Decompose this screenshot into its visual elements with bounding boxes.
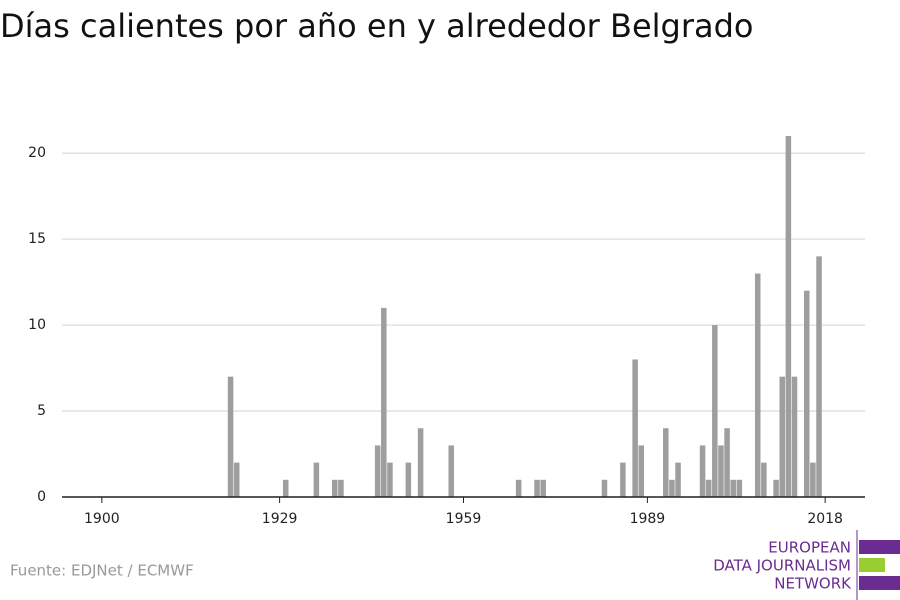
bar	[810, 462, 816, 497]
source: Fuente: EDJNet / ECMWF	[10, 562, 194, 580]
bar	[638, 445, 645, 497]
bar	[724, 428, 730, 497]
bar	[387, 462, 393, 497]
logo-bar	[859, 576, 900, 590]
bar	[632, 359, 638, 497]
x-tick-label: 1959	[446, 511, 482, 527]
bar	[779, 376, 786, 497]
logo: EUROPEAN DATA JOURNALISM NETWORK	[713, 530, 900, 600]
bar	[417, 428, 424, 497]
bar	[754, 273, 761, 497]
logo-text: EUROPEAN	[768, 539, 851, 557]
bar	[730, 479, 736, 497]
bar	[705, 479, 712, 497]
bar	[620, 462, 626, 497]
bar	[785, 136, 792, 497]
bar	[816, 256, 822, 497]
bar	[736, 479, 743, 497]
bar	[540, 479, 546, 497]
x-tick-label: 1900	[84, 511, 120, 527]
x-tick-label: 2018	[807, 511, 843, 527]
bar	[405, 462, 412, 497]
logo-bar	[859, 558, 885, 572]
logo-bar	[859, 540, 900, 554]
y-tick-label: 5	[37, 403, 46, 419]
bar	[534, 479, 540, 497]
bar	[227, 376, 234, 497]
bar	[282, 479, 289, 497]
bar	[601, 479, 608, 497]
bar	[699, 445, 706, 497]
bar	[675, 462, 681, 497]
bar	[804, 290, 810, 497]
y-tick-label: 20	[28, 145, 46, 161]
bar	[791, 376, 798, 497]
bar	[773, 479, 779, 497]
bar	[761, 462, 767, 497]
bar	[712, 325, 718, 497]
bar	[663, 428, 669, 497]
logo-text: DATA JOURNALISM	[713, 557, 851, 575]
bar	[313, 462, 320, 497]
bar	[332, 479, 338, 497]
bar	[374, 445, 381, 497]
bar	[718, 445, 724, 497]
x-tick-label: 1989	[630, 511, 666, 527]
y-tick-label: 10	[28, 317, 46, 333]
bar	[448, 445, 454, 497]
chart-title: Días calientes por año en y alrededor Be…	[0, 7, 753, 45]
y-tick-label: 0	[37, 489, 46, 505]
logo-text: NETWORK	[774, 575, 852, 593]
x-tick-label: 1929	[262, 511, 298, 527]
bar	[381, 307, 387, 497]
bar	[338, 479, 344, 497]
bar	[515, 479, 522, 497]
bar	[669, 479, 675, 497]
bar	[233, 462, 240, 497]
y-tick-label: 15	[28, 231, 46, 247]
